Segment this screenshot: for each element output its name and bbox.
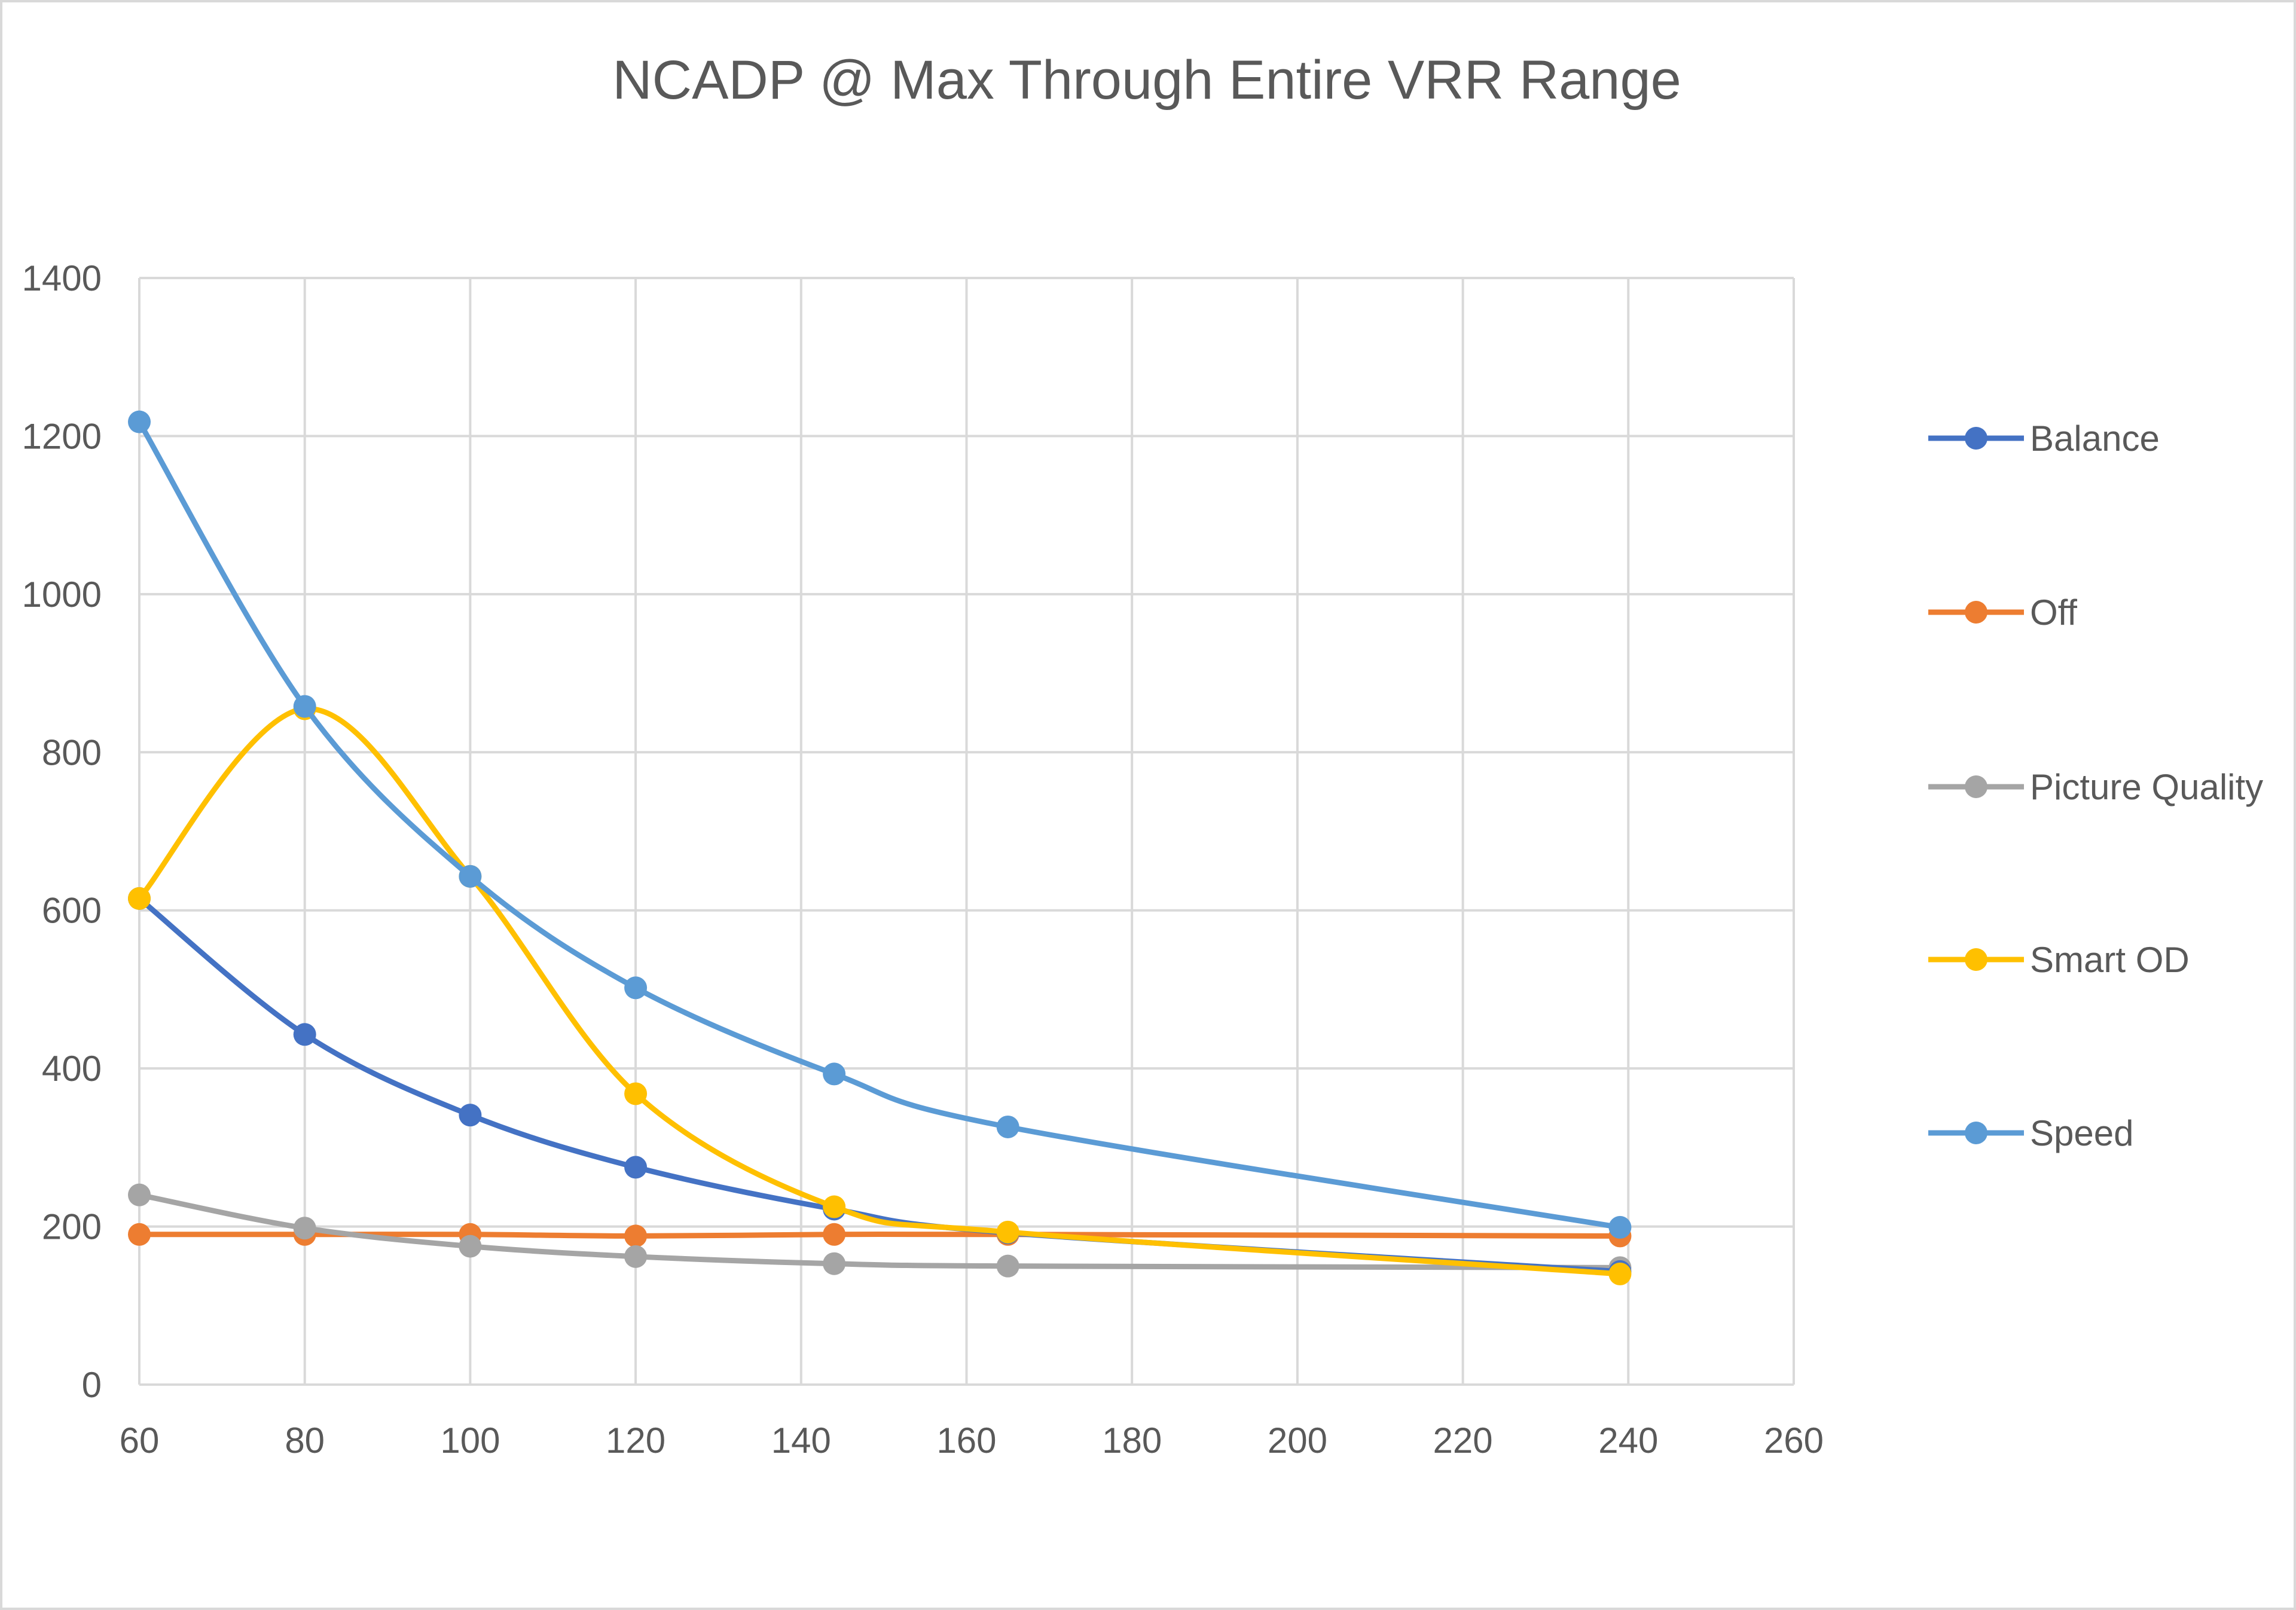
- data-point: [459, 1104, 482, 1127]
- data-point: [128, 1223, 151, 1246]
- x-tick-label: 240: [1598, 1420, 1658, 1461]
- legend-marker: [1965, 427, 1987, 450]
- x-tick-label: 200: [1268, 1420, 1327, 1461]
- data-point: [128, 410, 151, 433]
- data-point: [823, 1223, 846, 1246]
- y-tick-label: 1200: [22, 416, 102, 456]
- data-point: [996, 1254, 1019, 1278]
- legend-label: Smart OD: [2030, 940, 2190, 980]
- data-point: [823, 1062, 846, 1086]
- data-point: [1608, 1262, 1632, 1285]
- legend: Balance Off Picture Quality Smart OD Speed: [1928, 418, 2263, 1153]
- chart-title: NCADP @ Max Through Entire VRR Range: [612, 50, 1681, 111]
- data-point: [293, 1217, 316, 1240]
- data-point: [996, 1220, 1019, 1244]
- legend-marker: [1965, 1122, 1987, 1144]
- legend-item: Balance: [1928, 418, 2160, 459]
- data-point: [293, 695, 316, 718]
- x-tick-label: 220: [1433, 1420, 1493, 1461]
- data-point: [293, 1023, 316, 1046]
- series-lines: [128, 410, 1632, 1285]
- data-point: [128, 887, 151, 910]
- legend-label: Picture Quality: [2030, 767, 2263, 807]
- legend-item: Speed: [1928, 1113, 2134, 1153]
- data-point: [624, 1224, 648, 1248]
- y-tick-label: 800: [42, 732, 102, 772]
- y-tick-label: 400: [42, 1049, 102, 1089]
- x-tick-label: 60: [120, 1420, 160, 1461]
- data-point: [624, 1156, 648, 1179]
- data-point: [459, 1235, 482, 1258]
- x-tick-label: 120: [606, 1420, 665, 1461]
- x-tick-label: 80: [285, 1420, 325, 1461]
- y-axis-tick-labels: 0 200 400 600 800 1000 1200 1400: [22, 258, 102, 1405]
- legend-marker: [1965, 601, 1987, 624]
- data-point: [1608, 1215, 1632, 1239]
- x-tick-label: 180: [1102, 1420, 1162, 1461]
- data-point: [624, 1245, 648, 1268]
- legend-item: Picture Quality: [1928, 767, 2263, 807]
- data-point: [996, 1115, 1019, 1138]
- x-tick-label: 100: [440, 1420, 500, 1461]
- legend-label: Off: [2030, 592, 2077, 633]
- x-tick-label: 160: [936, 1420, 996, 1461]
- series-line: [136, 1192, 1623, 1270]
- x-tick-label: 260: [1764, 1420, 1824, 1461]
- series-line: [136, 1231, 1623, 1239]
- data-point: [459, 864, 482, 888]
- legend-marker: [1965, 948, 1987, 971]
- y-tick-label: 200: [42, 1207, 102, 1247]
- legend-label: Balance: [2030, 418, 2160, 459]
- y-tick-label: 0: [82, 1365, 102, 1405]
- y-tick-label: 1000: [22, 575, 102, 615]
- data-point: [823, 1252, 846, 1275]
- data-point: [128, 1183, 151, 1206]
- grid-lines: [138, 277, 1795, 1386]
- series-speed: [128, 410, 1632, 1239]
- data-point: [624, 1082, 648, 1105]
- legend-item: Off: [1928, 592, 2077, 633]
- x-tick-label: 140: [771, 1420, 831, 1461]
- legend-item: Smart OD: [1928, 940, 2190, 980]
- y-tick-label: 600: [42, 891, 102, 931]
- data-point: [823, 1195, 846, 1218]
- x-axis-tick-labels: 60 80 100 120 140 160 180 200 220 240 260: [120, 1420, 1824, 1461]
- legend-label: Speed: [2030, 1113, 2134, 1153]
- y-tick-label: 1400: [22, 258, 102, 298]
- legend-marker: [1965, 775, 1987, 798]
- data-point: [624, 976, 648, 1000]
